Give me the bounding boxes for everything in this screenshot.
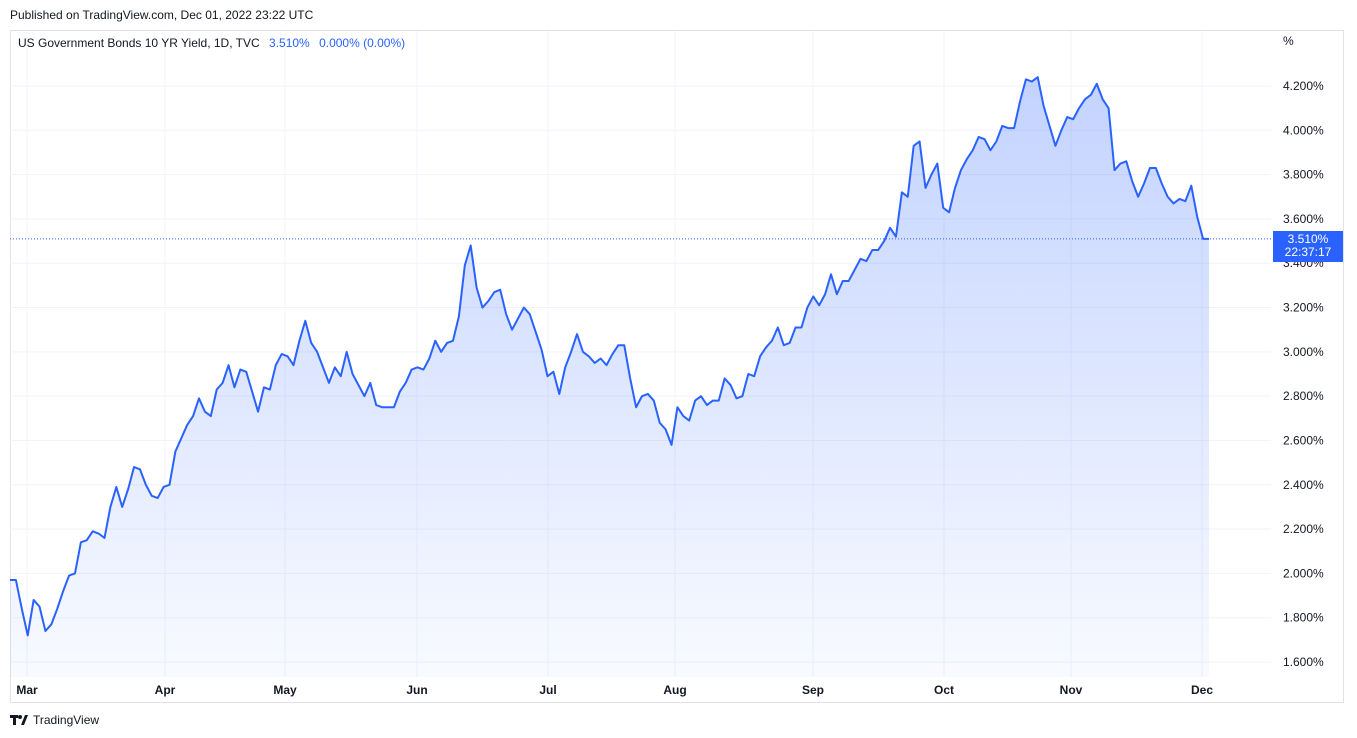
x-tick-label: Mar xyxy=(16,683,38,697)
x-tick-label: Oct xyxy=(934,683,954,697)
y-tick-label: 3.600% xyxy=(1283,212,1324,226)
legend-last-value: 3.510% xyxy=(269,36,310,50)
last-price-badge: 3.510% 22:37:17 xyxy=(1273,231,1343,262)
y-tick-label: 2.000% xyxy=(1283,566,1324,580)
y-tick-label: 2.800% xyxy=(1283,389,1324,403)
yield-line xyxy=(10,76,1209,637)
x-tick-label: May xyxy=(273,683,297,697)
y-tick-label: 3.200% xyxy=(1283,301,1324,315)
price-axis-unit: % xyxy=(1283,34,1294,48)
chart-frame xyxy=(10,30,1344,703)
y-tick-label: 4.200% xyxy=(1283,79,1324,93)
price-axis-ticks: 1.600% 1.800% 2.000% 2.200% 2.400% 2.600% 2.80… xyxy=(1283,79,1324,669)
x-tick-label: Jul xyxy=(539,683,556,697)
x-tick-label: Dec xyxy=(1191,683,1213,697)
x-tick-label: Sep xyxy=(802,683,824,697)
time-axis-labels: Mar Apr May Jun Jul Aug Sep Oct Nov Dec xyxy=(16,683,1213,697)
y-tick-label: 2.400% xyxy=(1283,478,1324,492)
legend-change: 0.000% (0.00%) xyxy=(319,36,406,50)
tradingview-logo-icon xyxy=(10,714,28,726)
x-tick-label: Nov xyxy=(1060,683,1083,697)
footer-brand[interactable]: TradingView xyxy=(10,713,99,727)
y-tick-label: 2.200% xyxy=(1283,522,1324,536)
y-tick-label: 3.800% xyxy=(1283,168,1324,182)
chart-legend[interactable]: US Government Bonds 10 YR Yield, 1D, TVC… xyxy=(18,36,405,50)
x-tick-label: Jun xyxy=(406,683,427,697)
y-tick-label: 2.600% xyxy=(1283,433,1324,447)
y-tick-label: 3.000% xyxy=(1283,345,1324,359)
published-caption: Published on TradingView.com, Dec 01, 20… xyxy=(10,8,314,22)
footer-brand-name: TradingView xyxy=(33,713,100,727)
x-tick-label: Aug xyxy=(663,683,686,697)
legend-symbol: US Government Bonds 10 YR Yield, 1D, TVC xyxy=(18,36,260,50)
yield-area-fill xyxy=(10,77,1209,677)
x-tick-label: Apr xyxy=(155,683,176,697)
bar-countdown: 22:37:17 xyxy=(1284,245,1332,259)
y-tick-label: 4.000% xyxy=(1283,123,1324,137)
last-price-value: 3.510% xyxy=(1287,232,1329,246)
y-tick-label: 1.800% xyxy=(1283,611,1324,625)
y-tick-label: 1.600% xyxy=(1283,655,1324,669)
